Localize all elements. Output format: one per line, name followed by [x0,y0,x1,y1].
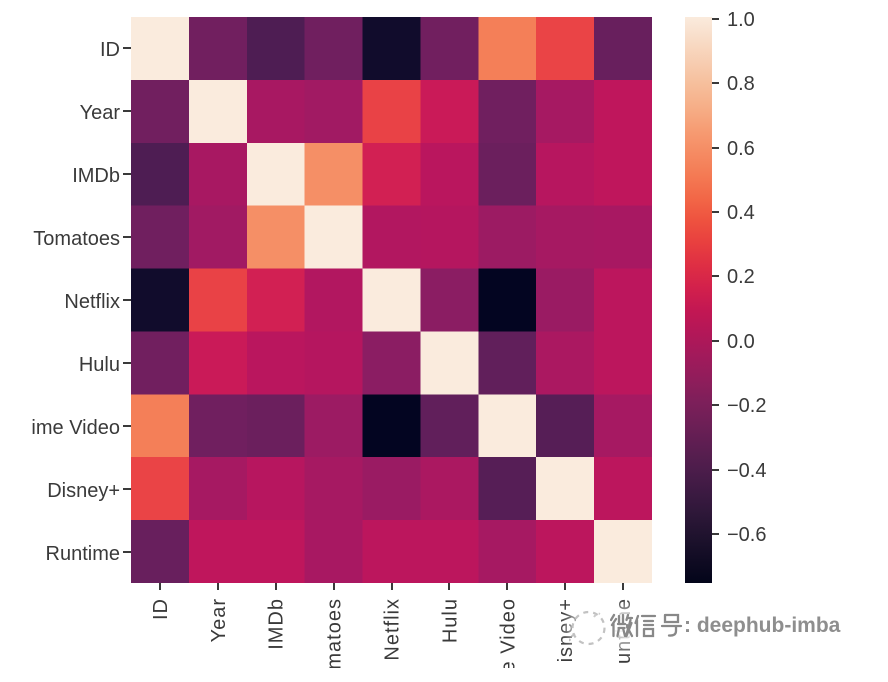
svg-text:IMDb: IMDb [266,598,288,650]
svg-text:ID: ID [150,598,172,620]
svg-text:Hulu: Hulu [439,598,461,643]
svg-text:Prime Video: Prime Video [497,598,519,668]
svg-text:Tomatoes: Tomatoes [324,598,346,668]
svg-text:Year: Year [208,598,230,642]
svg-text:Netflix: Netflix [382,598,404,661]
